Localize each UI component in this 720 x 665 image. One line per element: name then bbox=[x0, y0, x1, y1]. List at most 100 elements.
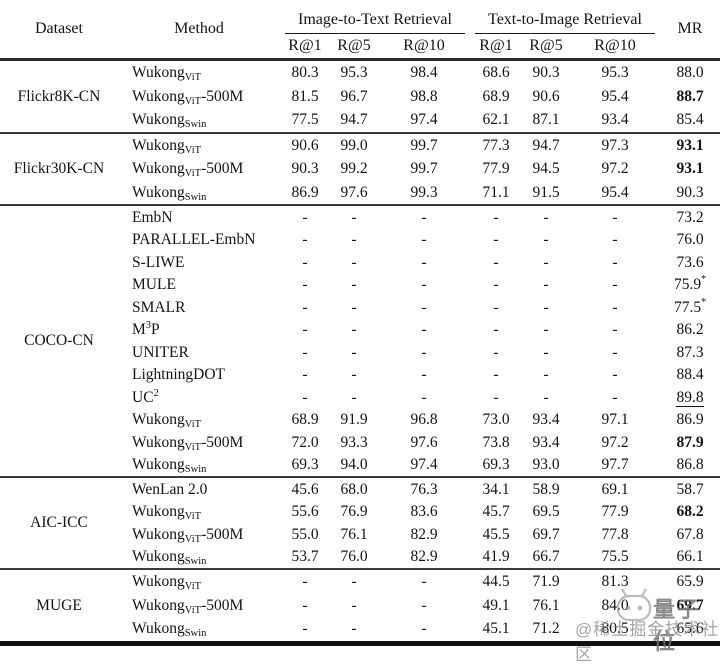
method-cell: WukongViT-500M bbox=[132, 87, 244, 107]
mr-cell: 75.9* bbox=[673, 274, 707, 294]
metric-cell: 44.5 bbox=[482, 573, 510, 590]
metric-cell: 34.1 bbox=[482, 480, 510, 498]
metric-cell: - bbox=[302, 321, 308, 338]
metric-cell: - bbox=[351, 276, 357, 293]
metric-cell: - bbox=[351, 596, 357, 614]
metric-cell: 97.6 bbox=[340, 183, 368, 201]
metric-cell: - bbox=[302, 208, 308, 226]
mr-cell: 88.4 bbox=[676, 366, 704, 383]
metric-cell: - bbox=[612, 321, 618, 338]
metric-cell: 71.1 bbox=[482, 183, 510, 201]
metric-cell: - bbox=[302, 620, 308, 637]
table-row: Flickr30K-CN WukongViT 90.6 99.0 99.7 77.3 94.… bbox=[0, 133, 720, 178]
dataset-cell: AIC-ICC bbox=[30, 514, 88, 532]
metric-cell: 68.9 bbox=[482, 87, 510, 105]
method-cell: S-LIWE bbox=[132, 253, 185, 271]
metric-cell: 98.4 bbox=[410, 64, 438, 81]
mr-cell: 58.7 bbox=[676, 480, 704, 498]
metric-cell: - bbox=[493, 343, 499, 361]
table-row: WukongViT 68.9 91.9 96.8 73.0 93.4 97.1 86.9 bbox=[0, 409, 720, 432]
metric-cell: 45.1 bbox=[482, 620, 510, 637]
mr-cell: 73.6 bbox=[676, 253, 704, 271]
metric-cell: 76.9 bbox=[340, 503, 368, 520]
metric-cell: 77.9 bbox=[601, 503, 629, 520]
metric-cell: - bbox=[351, 321, 357, 338]
mr-cell: 86.8 bbox=[676, 456, 704, 473]
method-cell: WukongViT-500M bbox=[132, 525, 244, 545]
col-header-t2i-r1: R@1 bbox=[479, 37, 513, 54]
table-row: WukongViT-500M - - - 49.1 76.1 84.0 69.7 bbox=[0, 594, 720, 618]
metric-cell: - bbox=[302, 388, 308, 406]
metric-cell: - bbox=[493, 321, 499, 338]
header-row-subcols: R@1 R@5 R@10 R@1 R@5 R@10 bbox=[0, 34, 720, 60]
method-cell: MULE bbox=[132, 276, 176, 293]
col-header-t2i-r5: R@5 bbox=[529, 37, 563, 54]
metric-cell: - bbox=[351, 366, 357, 383]
metric-cell: 77.8 bbox=[601, 525, 629, 543]
metric-cell: - bbox=[421, 208, 427, 226]
metric-cell: - bbox=[302, 253, 308, 271]
metric-cell: 94.7 bbox=[532, 136, 560, 154]
dataset-cell: MUGE bbox=[36, 596, 82, 614]
table-row: M3P - - - - - - 86.2 bbox=[0, 319, 720, 342]
metric-cell: 73.0 bbox=[482, 411, 510, 428]
metric-cell: 97.1 bbox=[601, 411, 629, 428]
metric-cell: 83.6 bbox=[410, 503, 438, 520]
method-cell: UNITER bbox=[132, 343, 189, 361]
col-header-i2t-r1: R@1 bbox=[288, 37, 322, 54]
metric-cell: 87.1 bbox=[532, 111, 560, 128]
metric-cell: - bbox=[612, 231, 618, 248]
metric-cell: 97.4 bbox=[410, 111, 438, 128]
metric-cell: 93.3 bbox=[340, 433, 368, 451]
metric-cell: 82.9 bbox=[410, 548, 438, 565]
metric-cell: - bbox=[493, 253, 499, 271]
metric-cell: - bbox=[421, 388, 427, 406]
metric-cell: 95.3 bbox=[601, 64, 629, 81]
metric-cell: - bbox=[302, 231, 308, 248]
metric-cell: 91.9 bbox=[340, 411, 368, 428]
metric-cell: 96.7 bbox=[340, 87, 368, 105]
metric-cell: 68.0 bbox=[340, 480, 368, 498]
metric-cell: - bbox=[543, 388, 549, 406]
metric-cell: - bbox=[493, 298, 499, 316]
metric-cell: 73.8 bbox=[482, 433, 510, 451]
metric-cell: - bbox=[302, 573, 308, 590]
method-cell: LightningDOT bbox=[132, 366, 225, 383]
metric-cell: 93.0 bbox=[532, 456, 560, 473]
metric-cell: - bbox=[351, 573, 357, 590]
metric-cell: 55.6 bbox=[291, 503, 319, 520]
table-row: COCO-CN EmbN - - - - - - 73.2 bbox=[0, 205, 720, 350]
metric-cell: 99.0 bbox=[340, 136, 368, 154]
method-cell: WukongViT bbox=[132, 503, 202, 522]
results-table: Dataset Method Image-to-Text Retrieval T… bbox=[0, 0, 720, 646]
metric-cell: 82.9 bbox=[410, 525, 438, 543]
mr-cell: 86.2 bbox=[676, 321, 704, 338]
metric-cell: 86.9 bbox=[291, 183, 319, 201]
col-header-mr: MR bbox=[677, 20, 703, 37]
metric-cell: - bbox=[612, 276, 618, 293]
metric-cell: 77.3 bbox=[482, 136, 510, 154]
metric-cell: 97.2 bbox=[601, 160, 629, 177]
metric-cell: 97.2 bbox=[601, 433, 629, 451]
metric-cell: 69.5 bbox=[532, 503, 560, 520]
metric-cell: 68.6 bbox=[482, 64, 510, 81]
metric-cell: 94.0 bbox=[340, 456, 368, 473]
metric-cell: - bbox=[493, 208, 499, 226]
table-row: SMALR - - - - - - 77.5* bbox=[0, 296, 720, 319]
table-row: WukongViT-500M 81.5 96.7 98.8 68.9 90.6 95.4 88… bbox=[0, 85, 720, 109]
metric-cell: 58.9 bbox=[532, 480, 560, 498]
metric-cell: - bbox=[493, 231, 499, 248]
dataset-group: COCO-CN EmbN - - - - - - 73.2 PARALLEL-EmbN - - - - - -… bbox=[0, 205, 720, 477]
table-header: Dataset Method Image-to-Text Retrieval T… bbox=[0, 0, 720, 60]
metric-cell: - bbox=[421, 276, 427, 293]
metric-cell: - bbox=[543, 366, 549, 383]
col-header-i2t-r5: R@5 bbox=[337, 37, 371, 54]
method-cell: SMALR bbox=[132, 298, 186, 316]
col-header-i2t-r10: R@10 bbox=[403, 37, 445, 54]
metric-cell: - bbox=[543, 343, 549, 361]
mr-cell: 77.5* bbox=[673, 296, 707, 316]
metric-cell: 68.9 bbox=[291, 411, 319, 428]
mr-cell: 89.8 bbox=[676, 388, 704, 407]
metric-cell: - bbox=[351, 298, 357, 316]
metric-cell: 99.3 bbox=[410, 183, 438, 201]
